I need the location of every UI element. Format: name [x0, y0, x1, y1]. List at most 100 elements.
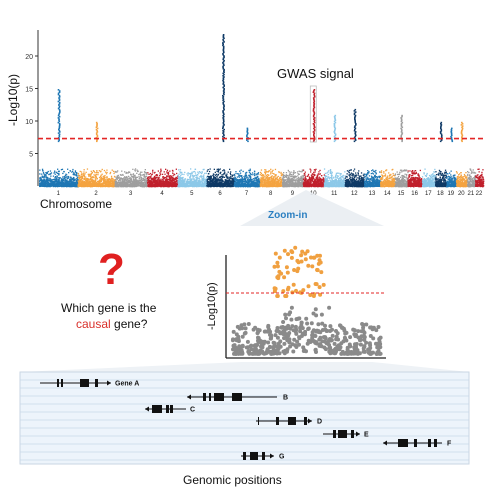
manhattan-peak-point: [222, 77, 225, 79]
manhattan-point: [120, 181, 122, 183]
manhattan-point: [75, 185, 78, 187]
manhattan-point: [140, 178, 143, 180]
manhattan-point: [138, 180, 140, 182]
manhattan-point: [167, 180, 169, 183]
manhattan-point: [111, 180, 113, 182]
manhattan-point: [41, 184, 43, 186]
manhattan-point: [189, 172, 191, 175]
manhattan-point: [90, 185, 92, 188]
manhattan-point: [66, 176, 68, 178]
manhattan-point: [205, 178, 208, 180]
manhattan-point: [257, 173, 259, 175]
manhattan-point: [248, 181, 250, 184]
manhattan-peak-point: [58, 113, 60, 116]
manhattan-peak-point: [223, 41, 225, 43]
manhattan-point: [170, 175, 172, 177]
manhattan-point: [81, 176, 83, 178]
manhattan-point: [58, 178, 61, 180]
manhattan-point: [200, 176, 203, 178]
manhattan-point: [225, 180, 228, 182]
manhattan-point: [112, 180, 114, 182]
manhattan-point: [46, 183, 48, 185]
manhattan-point: [216, 182, 218, 184]
manhattan-point: [250, 173, 252, 175]
manhattan-peak-point: [58, 127, 60, 130]
manhattan-point: [256, 182, 258, 184]
manhattan-point: [70, 182, 72, 184]
manhattan-point: [113, 182, 115, 185]
manhattan-point: [87, 182, 89, 184]
manhattan-point: [136, 176, 139, 178]
manhattan-point: [167, 179, 170, 181]
manhattan-point: [187, 184, 189, 186]
manhattan-point: [68, 185, 70, 188]
manhattan-point: [143, 186, 146, 188]
manhattan-point: [212, 178, 214, 180]
manhattan-point: [85, 179, 87, 181]
manhattan-point: [105, 171, 107, 173]
manhattan-point: [46, 176, 48, 179]
manhattan-point: [210, 180, 212, 183]
manhattan-point: [177, 180, 179, 182]
manhattan-point: [136, 169, 138, 171]
manhattan-point: [85, 183, 87, 185]
manhattan-point: [134, 182, 136, 184]
manhattan-point: [109, 171, 112, 174]
manhattan-point: [65, 173, 67, 175]
manhattan-point: [67, 177, 69, 179]
manhattan-point: [186, 181, 188, 184]
manhattan-peak-point: [222, 111, 224, 113]
manhattan-point: [110, 184, 112, 186]
manhattan-point: [79, 185, 81, 187]
manhattan-point: [46, 185, 49, 187]
manhattan-point: [126, 185, 128, 188]
manhattan-point: [44, 181, 46, 183]
manhattan-point: [84, 183, 86, 186]
manhattan-point: [223, 169, 225, 171]
manhattan-point: [55, 185, 58, 187]
manhattan-point: [177, 174, 179, 177]
manhattan-point: [231, 175, 233, 177]
manhattan-point: [220, 183, 222, 185]
manhattan-point: [242, 179, 244, 181]
manhattan-point: [75, 175, 78, 177]
manhattan-point: [70, 181, 73, 183]
manhattan-point: [228, 185, 230, 187]
manhattan-point: [133, 182, 136, 184]
manhattan-peak-point: [222, 140, 225, 143]
manhattan-point: [203, 168, 205, 171]
manhattan-point: [219, 184, 222, 186]
manhattan-point: [190, 180, 192, 182]
manhattan-point: [110, 184, 113, 186]
manhattan-point: [132, 178, 135, 180]
manhattan-point: [160, 186, 162, 188]
manhattan-point: [122, 181, 124, 184]
manhattan-point: [151, 181, 153, 183]
manhattan-point: [189, 185, 191, 187]
manhattan-point: [199, 180, 201, 182]
manhattan-point: [107, 179, 110, 182]
manhattan-point: [167, 182, 169, 185]
manhattan-point: [58, 180, 61, 182]
manhattan-peak-point: [57, 140, 60, 143]
manhattan-point: [250, 178, 252, 180]
manhattan-point: [62, 172, 64, 175]
manhattan-point: [241, 180, 244, 182]
manhattan-point: [182, 185, 184, 187]
manhattan-point: [194, 170, 196, 173]
manhattan-peak-point: [96, 134, 99, 137]
manhattan-point: [200, 184, 202, 186]
manhattan-point: [214, 184, 216, 186]
manhattan-point: [152, 179, 155, 182]
manhattan-point: [186, 178, 188, 180]
manhattan-peak-point: [223, 85, 225, 88]
manhattan-point: [131, 174, 133, 176]
manhattan-point: [55, 176, 57, 178]
manhattan-point: [89, 182, 91, 184]
manhattan-point: [119, 174, 122, 176]
manhattan-peak-point: [223, 76, 225, 78]
manhattan-peak-point: [223, 107, 225, 110]
manhattan-point: [233, 177, 235, 179]
manhattan-point: [255, 181, 257, 184]
